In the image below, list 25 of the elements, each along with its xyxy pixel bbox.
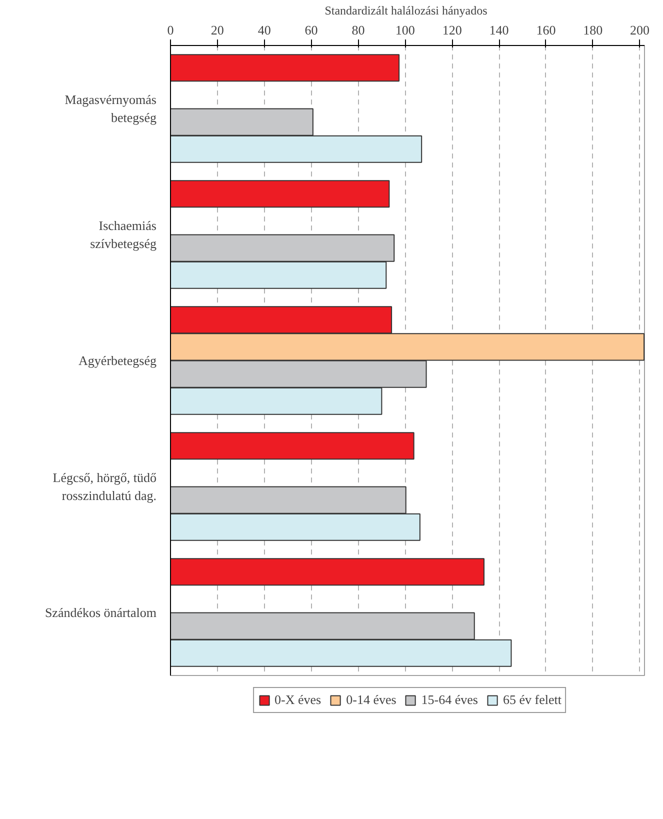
y-tick-label: Agyérbetegség bbox=[78, 353, 157, 368]
x-tick-label: 80 bbox=[352, 22, 365, 38]
legend-label: 0-X éves bbox=[274, 692, 322, 708]
bar bbox=[170, 432, 414, 460]
legend-label: 65 év felett bbox=[502, 692, 562, 708]
bar bbox=[170, 54, 400, 82]
y-tick-label: Ischaemiás szívbetegség bbox=[90, 218, 157, 251]
legend-label: 15-64 éves bbox=[421, 692, 478, 708]
x-axis-title: Standardizált halálozási hányados bbox=[324, 4, 488, 18]
x-tick-label: 140 bbox=[489, 22, 509, 38]
bar bbox=[170, 180, 390, 208]
legend-label: 0-14 éves bbox=[346, 692, 396, 708]
x-tick-label: 200 bbox=[630, 22, 650, 38]
x-tick-label: 120 bbox=[442, 22, 462, 38]
x-tick-label: 0 bbox=[167, 22, 174, 38]
x-tick-label: 100 bbox=[395, 22, 415, 38]
x-tick-label: 40 bbox=[258, 22, 271, 38]
y-tick-label: Magasvérnyomás betegség bbox=[64, 92, 157, 125]
bar bbox=[170, 558, 484, 586]
x-tick-label: 180 bbox=[583, 22, 603, 38]
x-tick-label: 160 bbox=[536, 22, 556, 38]
x-tick-label: 20 bbox=[210, 22, 224, 38]
y-tick-label: Légcső, hörgő, tüdő rosszindulatú dag. bbox=[52, 470, 157, 503]
y-tick-label: Szándékos önártalom bbox=[44, 605, 157, 620]
x-tick-label: 60 bbox=[304, 22, 318, 38]
